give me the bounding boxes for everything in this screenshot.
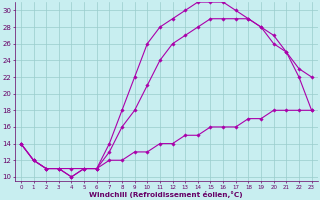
X-axis label: Windchill (Refroidissement éolien,°C): Windchill (Refroidissement éolien,°C) (89, 191, 243, 198)
